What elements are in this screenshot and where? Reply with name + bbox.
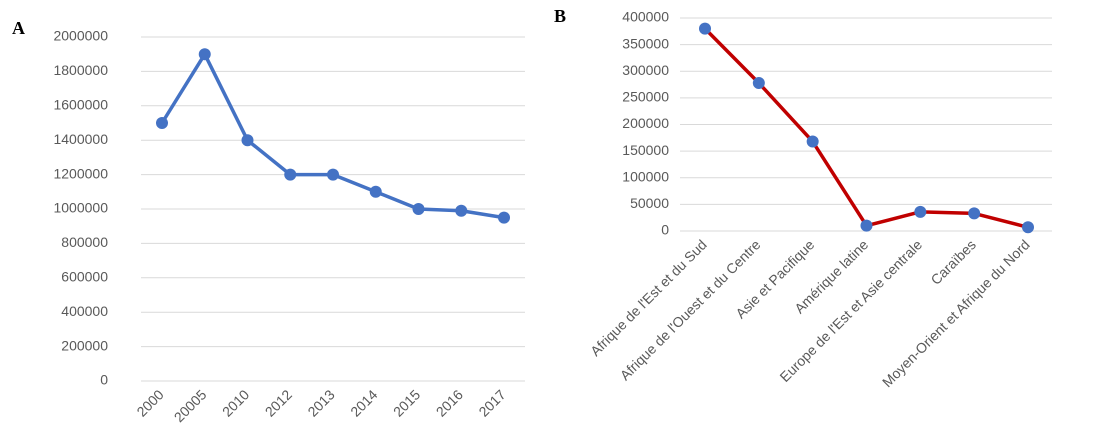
y-tick-label: 300000: [622, 62, 669, 78]
marker: [455, 204, 468, 217]
x-tick-label: 2016: [433, 386, 466, 419]
x-tick-label: 20005: [171, 386, 210, 425]
y-tick-label: 1000000: [53, 200, 108, 216]
y-tick-label: 200000: [622, 115, 669, 131]
marker: [284, 168, 297, 181]
y-tick-label: 100000: [622, 168, 669, 184]
marker: [369, 185, 382, 198]
x-tick-label: 2010: [219, 386, 252, 419]
y-tick-label: 1800000: [53, 62, 108, 78]
x-tick-label: 2015: [390, 386, 423, 419]
y-tick-label: 1600000: [53, 97, 108, 113]
y-tick-label: 0: [100, 372, 108, 388]
y-tick-label: 1200000: [53, 165, 108, 181]
x-tick-label: Caraïbes: [927, 236, 978, 287]
line: [160, 52, 505, 220]
y-tick-label: 150000: [622, 142, 669, 158]
marker: [498, 211, 510, 224]
y-tick-label: 400000: [61, 303, 108, 319]
line: [703, 27, 1029, 229]
x-tick-label: 2013: [304, 386, 337, 419]
marker: [327, 168, 339, 181]
y-tick-label: 800000: [61, 234, 108, 250]
marker: [968, 207, 981, 220]
marker: [752, 76, 765, 89]
y-tick-label: 400000: [622, 9, 669, 25]
marker: [241, 134, 254, 147]
marker: [860, 219, 873, 232]
y-tick-label: 0: [661, 222, 669, 238]
y-tick-label: 200000: [61, 337, 108, 353]
y-tick-label: 600000: [61, 269, 108, 285]
y-tick-label: 250000: [622, 89, 669, 105]
y-tick-label: 2000000: [53, 28, 108, 44]
x-tick-label: 2012: [262, 386, 295, 419]
marker: [699, 22, 711, 35]
x-tick-label: 2000: [133, 386, 166, 419]
y-tick-label: 350000: [622, 35, 669, 51]
marker: [914, 205, 927, 218]
y-tick-label: 1400000: [53, 131, 108, 147]
marker: [806, 135, 819, 148]
marker: [198, 48, 211, 61]
x-tick-label: 2014: [347, 386, 380, 419]
y-tick-label: 50000: [630, 195, 669, 211]
marker: [1022, 221, 1034, 234]
marker: [156, 117, 168, 129]
x-tick-label: 2017: [475, 386, 508, 419]
panel-label: A: [12, 18, 25, 38]
marker: [412, 203, 425, 215]
panel-label: B: [554, 6, 566, 26]
